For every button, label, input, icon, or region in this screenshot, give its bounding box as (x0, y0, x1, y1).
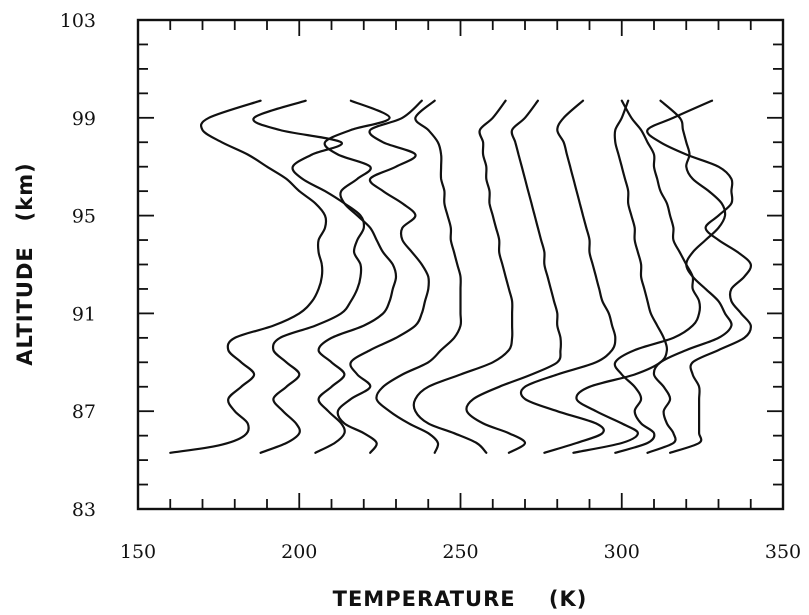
profile-line-3 (314, 99, 398, 454)
axis-ticks (137, 19, 784, 510)
temperature-profiles (169, 99, 753, 454)
x-tick-labels: 150 200 250 300 350 (120, 541, 801, 563)
y-tick-label: 91 (72, 303, 96, 325)
x-tick-label: 350 (765, 541, 801, 563)
profile-line-5 (375, 99, 463, 454)
y-tick-label: 99 (72, 108, 96, 130)
profile-line-9 (572, 99, 669, 454)
profile-line-8 (519, 99, 617, 454)
y-tick-label: 103 (60, 10, 96, 32)
y-tick-label: 95 (72, 206, 96, 228)
profile-line-6 (412, 99, 514, 454)
y-tick-label: 83 (72, 499, 96, 521)
profile-line-10 (613, 99, 702, 454)
y-tick-label: 87 (72, 401, 96, 423)
profile-line-1 (169, 99, 328, 454)
x-axis-title: TEMPERATURE (K) (333, 587, 588, 611)
y-tick-labels: 83 87 91 95 99 103 (60, 10, 96, 521)
profile-line-11 (646, 99, 733, 454)
profile-line-2 (252, 99, 366, 454)
x-tick-label: 150 (120, 541, 156, 563)
profile-line-4 (336, 99, 430, 454)
x-tick-label: 200 (281, 541, 317, 563)
profile-line-12 (646, 99, 753, 454)
y-axis-title: ALTITUDE (km) (13, 162, 37, 365)
profile-line-7 (465, 99, 562, 454)
x-tick-label: 300 (604, 541, 640, 563)
x-tick-label: 250 (442, 541, 478, 563)
